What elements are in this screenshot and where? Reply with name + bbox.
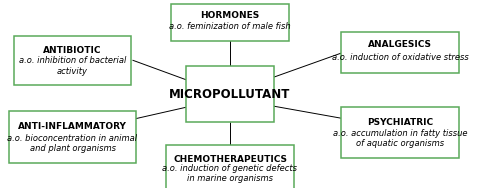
Text: CHEMOTHERAPEUTICS: CHEMOTHERAPEUTICS bbox=[173, 155, 287, 164]
FancyBboxPatch shape bbox=[342, 107, 459, 158]
Text: ANTI-INFLAMMATORY: ANTI-INFLAMMATORY bbox=[18, 122, 127, 131]
FancyBboxPatch shape bbox=[8, 111, 136, 163]
Text: PSYCHIATRIC: PSYCHIATRIC bbox=[367, 118, 433, 127]
FancyBboxPatch shape bbox=[14, 36, 131, 85]
Text: ANTIBIOTIC: ANTIBIOTIC bbox=[44, 46, 102, 55]
Text: HORMONES: HORMONES bbox=[200, 11, 260, 20]
Text: a.o. accumulation in fatty tissue
of aquatic organisms: a.o. accumulation in fatty tissue of aqu… bbox=[333, 129, 467, 149]
FancyBboxPatch shape bbox=[186, 66, 274, 122]
Text: ANALGESICS: ANALGESICS bbox=[368, 40, 432, 49]
Text: a.o. bioconcentration in animal
and plant organisms: a.o. bioconcentration in animal and plan… bbox=[8, 134, 138, 153]
FancyBboxPatch shape bbox=[171, 4, 289, 41]
Text: a.o. inhibition of bacterial
activity: a.o. inhibition of bacterial activity bbox=[19, 56, 126, 76]
FancyBboxPatch shape bbox=[342, 33, 459, 73]
Text: a.o. induction of genetic defects
in marine organisms: a.o. induction of genetic defects in mar… bbox=[162, 164, 298, 183]
FancyBboxPatch shape bbox=[166, 145, 294, 188]
Text: a.o. induction of oxidative stress: a.o. induction of oxidative stress bbox=[332, 53, 468, 62]
Text: a.o. feminization of male fish: a.o. feminization of male fish bbox=[169, 22, 291, 31]
Text: MICROPOLLUTANT: MICROPOLLUTANT bbox=[170, 87, 290, 101]
